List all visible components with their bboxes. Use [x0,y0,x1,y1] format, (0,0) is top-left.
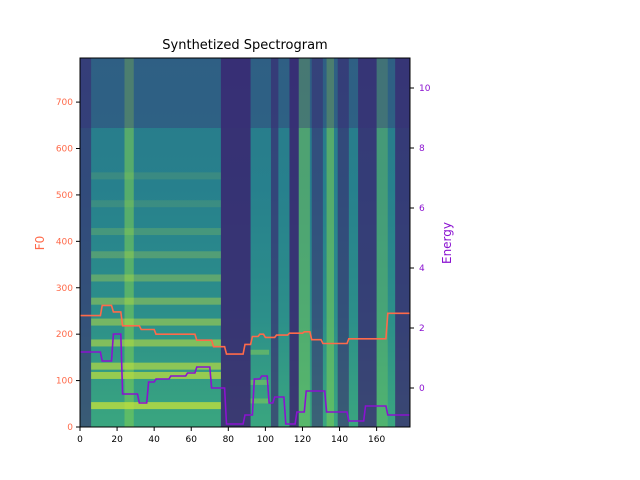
f0-tick-label: 100 [56,377,73,387]
plot-frame [79,57,411,428]
x-tick-label: 0 [77,435,83,445]
f0-tick-label: 600 [56,145,73,155]
series-line-f0 [80,304,410,355]
x-axis: 0 20 40 60 80 100 120 140 160 [77,427,385,445]
x-tick-label: 100 [257,435,274,445]
f0-tick-label: 500 [56,191,73,201]
energy-tick-label: 6 [419,204,425,214]
energy-tick-label: 8 [419,144,425,154]
f0-tick-label: 400 [56,237,73,247]
f0-tick-label: 700 [56,98,73,108]
f0-tick-label: 200 [56,330,73,340]
energy-axis-label: Energy [440,222,454,264]
x-tick-label: 160 [368,435,385,445]
x-tick-label: 40 [148,435,160,445]
x-tick-label: 20 [111,435,123,445]
f0-tick-label: 300 [56,284,73,294]
energy-tick-label: 10 [419,84,431,94]
f0-axis-label: F0 [33,236,47,251]
f0-axis: 0 100 200 300 400 500 600 700 [56,98,80,433]
energy-tick-label: 0 [419,384,425,394]
x-tick-label: 60 [186,435,198,445]
x-tick-label: 120 [294,435,311,445]
energy-axis: 0 2 4 6 8 10 [410,84,431,394]
spectrogram-heatmap [80,58,410,427]
chart-title: Synthetized Spectrogram [162,38,327,53]
series-line-energy [80,333,410,425]
energy-tick-label: 4 [419,264,425,274]
energy-tick-label: 2 [419,324,425,334]
f0-tick-label: 0 [67,423,73,433]
x-tick-label: 80 [223,435,235,445]
x-tick-label: 140 [331,435,348,445]
